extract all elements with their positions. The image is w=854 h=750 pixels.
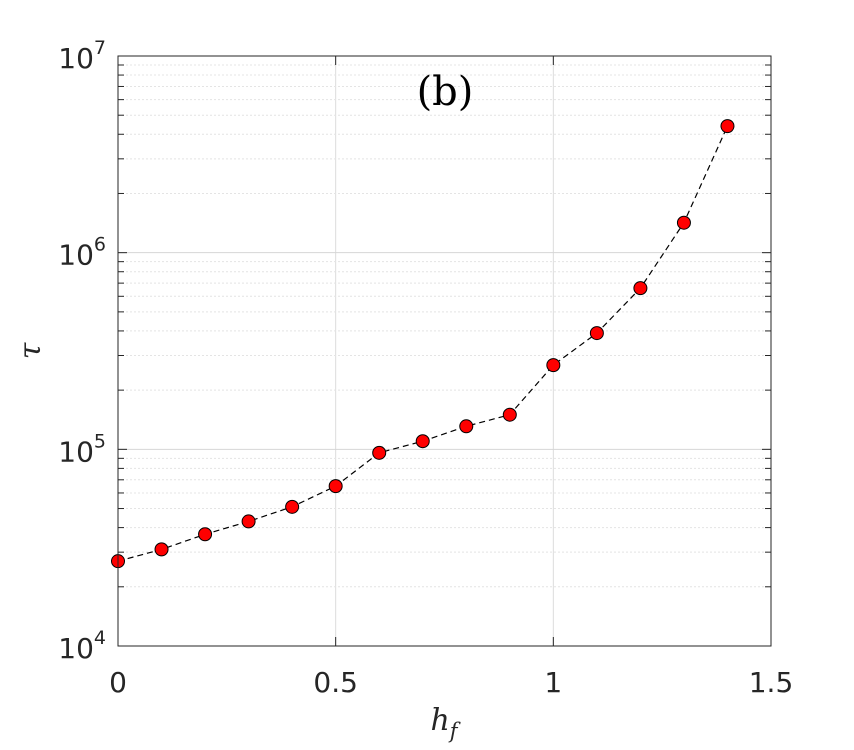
x-axis-label: hf <box>430 703 460 743</box>
y-tick-label-base: 10 <box>58 42 94 75</box>
x-tick-label: 0.5 <box>313 666 358 699</box>
y-tick-label-exponent: 6 <box>94 234 106 256</box>
data-point <box>589 326 604 341</box>
data-point <box>633 281 648 296</box>
data-point <box>502 407 517 422</box>
data-point <box>676 215 691 230</box>
data-point <box>546 358 561 373</box>
data-series <box>111 119 735 569</box>
data-point <box>720 119 735 134</box>
x-tick-label: 1 <box>544 666 562 699</box>
x-tick-label: 1.5 <box>749 666 794 699</box>
data-point <box>372 445 387 460</box>
data-point <box>459 419 474 434</box>
axis-ticks <box>117 55 772 647</box>
panel-label: (b) <box>417 69 474 115</box>
y-tick-label: 107 <box>58 37 106 75</box>
x-axis-label-subscript: f <box>448 719 461 743</box>
y-tick-label-exponent: 4 <box>94 627 106 649</box>
y-tick-label: 104 <box>58 627 106 665</box>
plot-frame <box>117 55 772 647</box>
y-tick-label-exponent: 7 <box>94 37 106 59</box>
grid <box>117 55 772 647</box>
y-axis-label: τ <box>13 342 48 359</box>
y-tick-label: 106 <box>58 234 106 272</box>
y-tick-label: 105 <box>58 430 106 468</box>
y-tick-label-base: 10 <box>58 435 94 468</box>
data-point <box>154 542 169 557</box>
plot-background <box>118 56 771 646</box>
data-point <box>415 434 430 449</box>
data-point <box>328 479 343 494</box>
data-point <box>285 499 300 514</box>
y-tick-label-base: 10 <box>58 632 94 665</box>
x-tick-label: 0 <box>109 666 127 699</box>
data-point <box>241 514 256 529</box>
y-tick-label-exponent: 5 <box>94 430 106 452</box>
data-point <box>198 527 213 542</box>
x-axis-label-main: h <box>430 703 449 738</box>
y-tick-label-base: 10 <box>58 239 94 272</box>
